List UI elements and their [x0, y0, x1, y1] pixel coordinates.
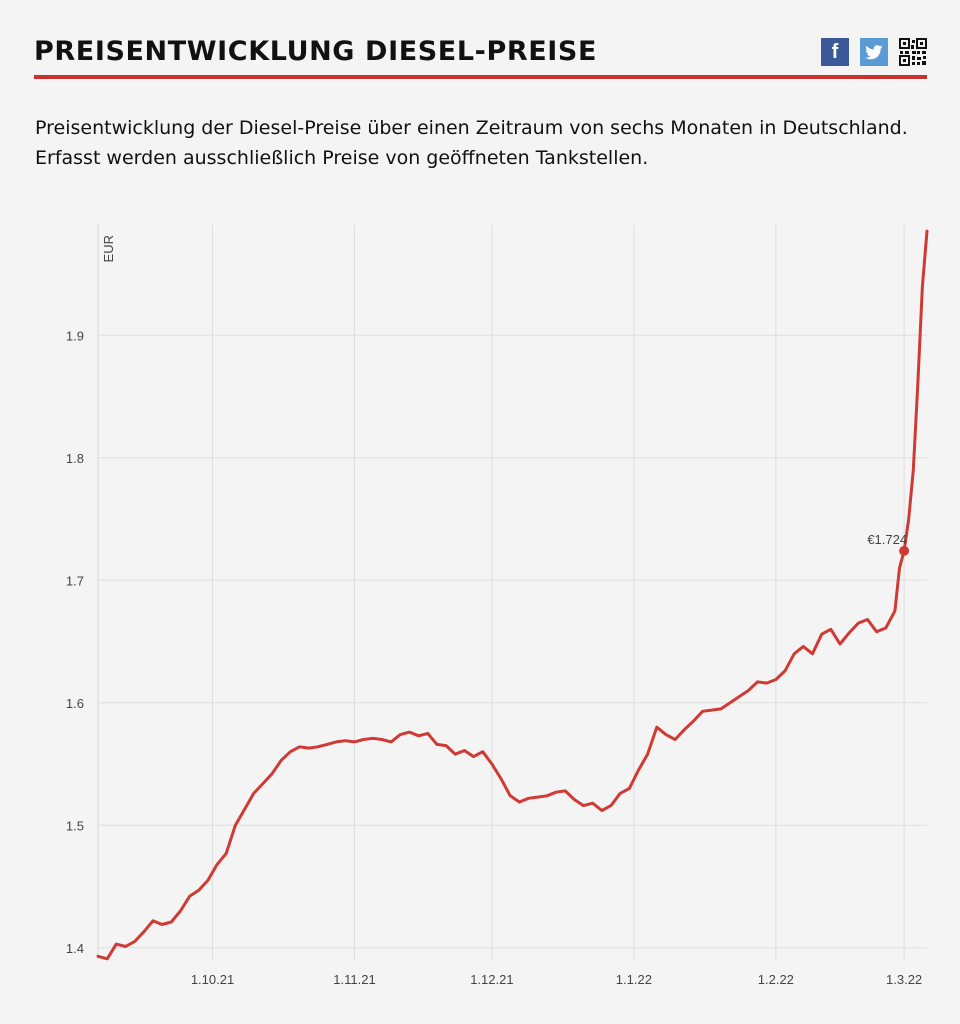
chart-header: PREISENTWICKLUNG DIESEL-PREISE f	[34, 28, 927, 80]
y-tick-label: 1.4	[66, 941, 84, 956]
y-tick-label: 1.6	[66, 696, 84, 711]
x-tick-label: 1.10.21	[191, 972, 234, 987]
chart-title: PREISENTWICKLUNG DIESEL-PREISE	[34, 36, 598, 67]
y-axis-label: EUR	[101, 235, 116, 262]
chart-description: Preisentwicklung der Diesel-Preise über …	[35, 113, 915, 173]
x-tick-label: 1.2.22	[758, 972, 794, 987]
x-tick-label: 1.12.21	[470, 972, 513, 987]
facebook-icon[interactable]: f	[821, 38, 849, 66]
description-line-2: Erfasst werden ausschließlich Preise von…	[35, 147, 649, 169]
y-tick-label: 1.9	[66, 328, 84, 343]
x-tick-label: 1.11.21	[333, 972, 375, 987]
x-tick-label: 1.3.22	[886, 972, 922, 987]
qr-code-icon[interactable]	[899, 38, 927, 66]
price-line	[96, 229, 929, 961]
annotation-marker	[899, 545, 910, 556]
share-bar: f	[821, 38, 927, 66]
description-line-1: Preisentwicklung der Diesel-Preise über …	[35, 117, 908, 139]
y-tick-label: 1.5	[66, 818, 84, 833]
x-tick-label: 1.1.22	[616, 972, 652, 987]
title-underline	[34, 75, 927, 79]
y-tick-label: 1.7	[66, 573, 84, 588]
y-tick-label: 1.8	[66, 451, 84, 466]
annotation-label: €1.724	[867, 532, 907, 547]
twitter-icon[interactable]	[860, 38, 888, 66]
